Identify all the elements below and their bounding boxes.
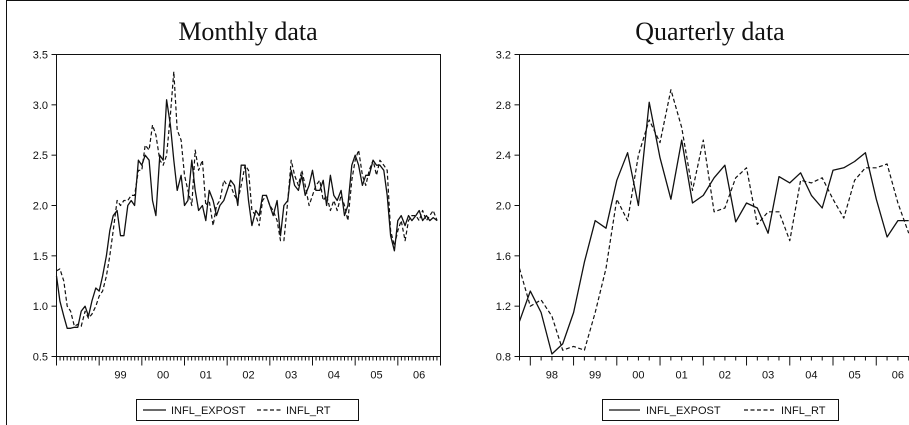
legend: INFL_EXPOST INFL_RT: [136, 399, 359, 421]
y-tick-label: 1.0: [33, 301, 48, 313]
x-tick-label: 99: [589, 370, 601, 382]
y-tick-label: 3.5: [33, 50, 48, 62]
x-axis: 99 00 01 02 03 04 05 06: [56, 356, 441, 382]
x-tick-label: 04: [328, 370, 340, 382]
x-tick-label: 05: [370, 370, 382, 382]
legend-box: [602, 399, 839, 421]
x-tick-label: 01: [200, 370, 212, 382]
chart-title: Quarterly data: [635, 17, 785, 46]
series-line-infl-expost: [55, 99, 438, 329]
x-tick-label: 03: [285, 370, 297, 382]
x-tick-label: 03: [762, 370, 774, 382]
x-tick-label: 06: [413, 370, 425, 382]
x-tick-label: 01: [676, 370, 688, 382]
y-tick-label: 3.2: [496, 50, 511, 62]
series-line-infl-rt: [518, 89, 909, 351]
x-tick-label: 98: [546, 370, 558, 382]
series-line-infl-rt: [56, 70, 438, 327]
x-tick-label: 99: [114, 370, 126, 382]
plot-frame: [519, 54, 909, 357]
chart-title: Monthly data: [178, 17, 318, 46]
y-tick-label: 1.2: [496, 301, 511, 313]
x-tick-label: 06: [892, 370, 904, 382]
series-lines: [518, 89, 909, 355]
y-tick-label: 0.5: [33, 352, 48, 364]
y-axis: 0.8 1.2 1.6 2.0 2.4 2.8 3.2: [496, 50, 520, 364]
x-axis: 98 99 00 01 02 03 04 05 06: [519, 356, 909, 382]
legend-label-infl-rt: INFL_RT: [781, 405, 826, 417]
legend-box: [136, 399, 359, 421]
y-tick-label: 2.8: [496, 100, 511, 112]
x-tick-label: 04: [805, 370, 817, 382]
legend-label-infl-rt: INFL_RT: [286, 405, 331, 417]
series-lines: [55, 70, 438, 329]
x-tick-label: 02: [242, 370, 254, 382]
x-tick-label: 00: [632, 370, 644, 382]
legend-label-infl-expost: INFL_EXPOST: [646, 405, 721, 417]
legend: INFL_EXPOST INFL_RT: [602, 399, 839, 421]
plot-frame: [56, 54, 441, 357]
y-tick-label: 3.0: [33, 100, 48, 112]
x-tick-label: 05: [849, 370, 861, 382]
y-tick-label: 2.5: [33, 150, 48, 162]
x-tick-label: 02: [719, 370, 731, 382]
x-tick-label: 00: [157, 370, 169, 382]
y-tick-label: 1.6: [496, 251, 511, 263]
monthly-chart: Monthly data 0.5 1.0 1.5 2.0 2.5 3.0 3.5 99 00 0…: [33, 17, 441, 421]
legend-label-infl-expost: INFL_EXPOST: [171, 405, 246, 417]
y-tick-label: 2.0: [33, 201, 48, 213]
y-tick-label: 0.8: [496, 352, 511, 364]
y-tick-label: 2.0: [496, 201, 511, 213]
y-axis: 0.5 1.0 1.5 2.0 2.5 3.0 3.5: [33, 50, 57, 364]
y-tick-label: 1.5: [33, 251, 48, 263]
quarterly-chart: Quarterly data 0.81.21.62.02.42.83.2 98 9…: [496, 17, 909, 421]
y-tick-label: 2.4: [496, 150, 511, 162]
series-line-infl-expost: [518, 101, 909, 355]
